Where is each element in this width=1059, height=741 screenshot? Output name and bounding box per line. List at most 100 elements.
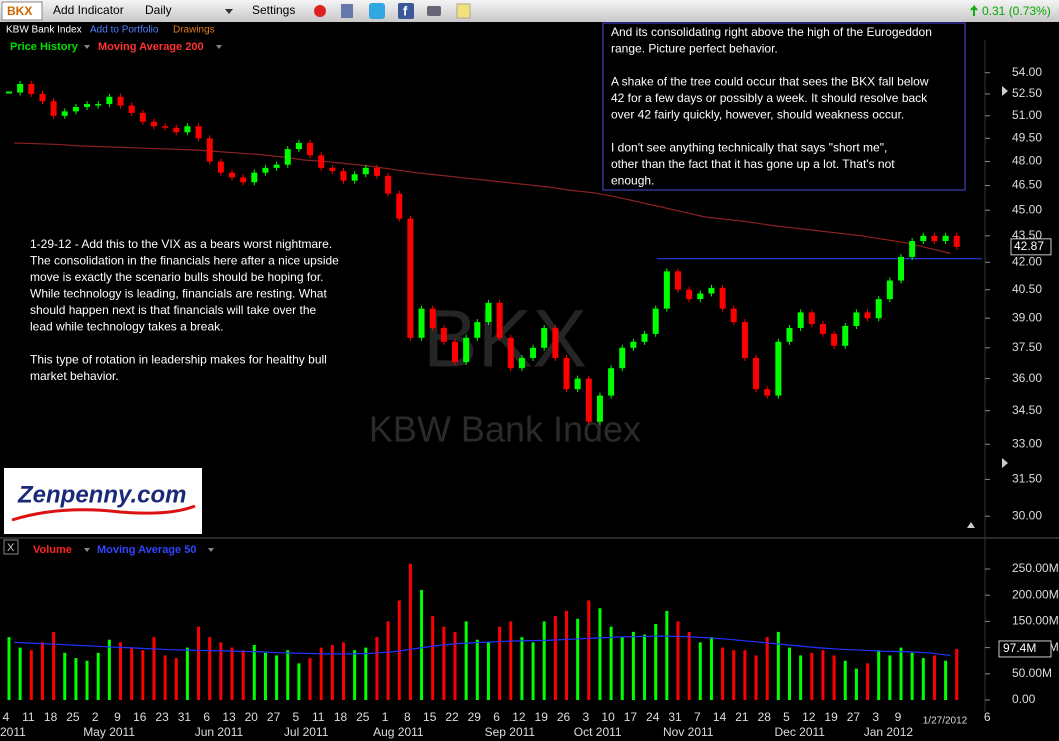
volume-bar <box>843 660 847 700</box>
facebook-icon[interactable] <box>398 3 414 19</box>
price-change: 0.31 (0.73%) <box>982 4 1051 18</box>
candle <box>184 126 191 133</box>
candle <box>162 126 169 128</box>
volume-bar <box>776 631 780 700</box>
volume-bar <box>63 652 67 700</box>
up-arrow <box>970 4 978 16</box>
candle <box>953 235 960 247</box>
legend-arrow <box>84 548 90 552</box>
y-tick-label: 33.00 <box>1012 436 1042 450</box>
month-label: Dec 2011 <box>775 725 826 739</box>
toolbar <box>0 0 1059 22</box>
dropdown-arrow[interactable] <box>225 9 233 14</box>
y-tick-label: 39.00 <box>1012 310 1042 324</box>
candle <box>28 83 35 94</box>
candle <box>39 93 46 102</box>
candle <box>518 357 525 369</box>
candle <box>697 293 704 300</box>
candle <box>741 322 748 358</box>
logo-box <box>4 468 202 534</box>
volume-bar <box>576 618 580 700</box>
x-tick-label: 12 <box>512 710 526 724</box>
candle <box>128 105 135 113</box>
index-name: KBW Bank Index <box>6 25 82 36</box>
volume-bar <box>308 658 312 700</box>
volume-bar <box>74 658 78 700</box>
annotation-line: The consolidation in the financials here… <box>30 254 339 268</box>
close-x[interactable]: X <box>7 542 15 554</box>
volume-bar <box>252 644 256 700</box>
x-tick-label: 4 <box>3 710 10 724</box>
volume-bar <box>52 631 56 700</box>
twitter-icon[interactable] <box>369 3 385 19</box>
volume-bar <box>565 610 568 700</box>
candle <box>229 172 235 178</box>
candle <box>507 337 514 369</box>
volume-bar <box>743 650 747 700</box>
volume-bar <box>866 663 870 700</box>
candle <box>886 280 893 300</box>
logo-text: Zenpenny.com <box>17 481 186 508</box>
drawings[interactable]: Drawings <box>173 25 215 36</box>
candle <box>898 256 904 281</box>
volume-bar <box>353 650 357 700</box>
annotation-line: lead while technology takes a break. <box>30 320 223 334</box>
period[interactable]: Daily <box>145 3 172 17</box>
price-tag-label: 42.87 <box>1014 239 1044 253</box>
candle <box>719 287 726 309</box>
candle <box>619 347 626 369</box>
x-tick-label: 22 <box>445 710 459 724</box>
volume-bar <box>219 642 223 700</box>
month-label: 2011 <box>0 725 26 739</box>
volume-bar <box>464 621 468 700</box>
x-tick-label: 20 <box>245 710 259 724</box>
symbol[interactable]: BKX <box>7 4 32 18</box>
volume-bar <box>754 655 758 700</box>
scroll-arrow[interactable] <box>967 522 975 528</box>
x-tick-label: 24 <box>646 710 660 724</box>
symbol-box[interactable] <box>1 1 43 21</box>
volume-bar <box>375 637 379 700</box>
volume-bar <box>687 631 691 700</box>
x-tick-label: 27 <box>267 710 281 724</box>
volume-bar <box>955 648 959 700</box>
note-icon[interactable] <box>456 3 471 19</box>
volume-bar <box>208 637 212 700</box>
volume-bar <box>832 655 836 700</box>
add-to-portfolio[interactable]: Add to Portfolio <box>90 25 159 36</box>
candle <box>95 104 102 106</box>
volume-bar <box>453 631 457 700</box>
candle <box>819 324 826 334</box>
current-date: 1/27/2012 <box>923 716 968 727</box>
candle <box>753 357 760 390</box>
legend-volume: Volume <box>33 544 72 556</box>
x-tick-label: 18 <box>44 710 58 724</box>
watermark-name: KBW Bank Index <box>369 409 641 450</box>
volume-bar <box>698 642 702 700</box>
volume-bar <box>475 639 479 700</box>
candle <box>6 91 12 94</box>
volume-bar <box>342 642 345 700</box>
axis-arrow <box>1002 86 1008 96</box>
x-tick-label: 19 <box>824 710 838 724</box>
print-icon[interactable] <box>341 4 353 18</box>
x-tick-label: 27 <box>847 710 861 724</box>
camera-icon[interactable] <box>427 6 441 16</box>
volume-bar <box>197 626 201 700</box>
volume-ma-line <box>13 635 951 657</box>
x-tick-label: 9 <box>114 710 121 724</box>
add-indicator[interactable]: Add Indicator <box>53 3 124 17</box>
candle <box>663 271 670 309</box>
candle <box>563 357 570 390</box>
note-box <box>602 22 966 191</box>
annotation-line: range. Picture perfect behavior. <box>611 42 778 56</box>
annotation-line: While technology is leading, financials … <box>30 287 327 301</box>
candle <box>150 121 157 127</box>
candle <box>251 172 258 183</box>
candle <box>307 142 314 156</box>
close-pane[interactable] <box>3 539 19 555</box>
candle <box>708 287 715 294</box>
settings[interactable]: Settings <box>252 3 295 17</box>
alarm-icon[interactable] <box>314 5 326 17</box>
